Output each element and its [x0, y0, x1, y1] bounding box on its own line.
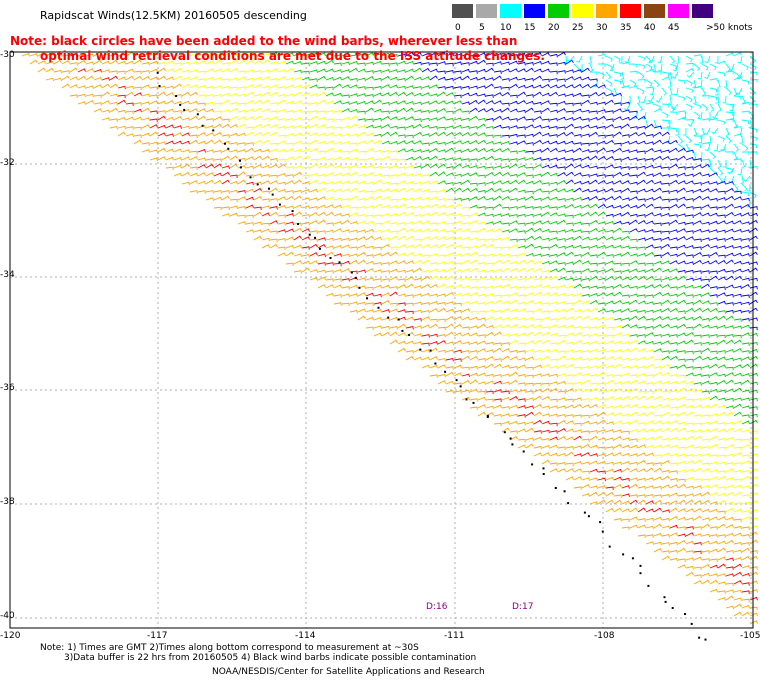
legend-swatch-8 [644, 4, 665, 18]
lon-label-120: -120 [0, 631, 21, 641]
map-frame [9, 51, 754, 629]
lon-label-111: -111 [444, 631, 465, 641]
wind-barbs [21, 51, 758, 641]
legend-label-8: 40 [644, 23, 656, 33]
lon-label-108: -108 [594, 631, 615, 641]
legend-label-6: 30 [596, 23, 608, 33]
legend-label-4: 20 [548, 23, 560, 33]
footer-credit: NOAA/NESDIS/Center for Satellite Applica… [212, 667, 485, 677]
legend-swatch-10 [692, 4, 713, 18]
legend-swatch-1 [476, 4, 497, 18]
legend-label-2: 10 [500, 23, 512, 33]
legend-label-5: 25 [572, 23, 584, 33]
legend-label-1: 5 [479, 23, 485, 33]
map-title: Rapidscat Winds(12.5KM) 20160505 descend… [40, 9, 307, 22]
legend-swatch-5 [572, 4, 593, 18]
lat-label-36: -36 [0, 383, 15, 393]
lat-label-32: -32 [0, 158, 15, 168]
lon-label-105: -105 [740, 631, 760, 641]
legend-swatch-3 [524, 4, 545, 18]
legend-swatch-6 [596, 4, 617, 18]
legend-label-10: >50 knots [706, 23, 753, 33]
legend-swatch-9 [668, 4, 689, 18]
pass-label-17: D:17 [512, 602, 534, 612]
legend-label-7: 35 [620, 23, 632, 33]
map-grid [9, 51, 753, 628]
lat-label-40: -40 [0, 611, 15, 621]
note-line-2: optimal wind retrieval conditions are me… [40, 49, 545, 63]
lon-label-114: -114 [295, 631, 316, 641]
legend-label-9: 45 [668, 23, 680, 33]
footer-note-1: Note: 1) Times are GMT 2)Times along bot… [40, 643, 419, 653]
pass-label-16: D:16 [426, 602, 448, 612]
lat-label-38: -38 [0, 497, 15, 507]
legend-label-3: 15 [524, 23, 536, 33]
footer-note-2: 3)Data buffer is 22 hrs from 20160505 4)… [64, 653, 477, 663]
legend-swatch-2 [500, 4, 521, 18]
lat-label-30: -30 [0, 50, 15, 60]
legend-swatch-4 [548, 4, 569, 18]
lon-label-117: -117 [147, 631, 168, 641]
legend-label-0: 0 [455, 23, 461, 33]
note-line-1: Note: black circles have been added to t… [10, 34, 518, 48]
legend-swatch-7 [620, 4, 641, 18]
lat-label-34: -34 [0, 270, 15, 280]
legend-swatch-0 [452, 4, 473, 18]
